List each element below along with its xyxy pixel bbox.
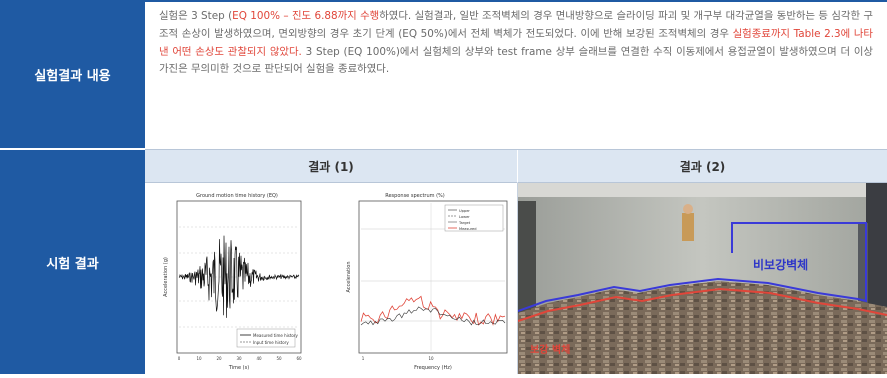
legend-lower: Lower — [459, 215, 470, 219]
time-history-tick: 10 — [196, 356, 202, 361]
column-header-result-1: 결과 (1) — [145, 150, 518, 183]
legend-input: Input time history — [253, 340, 289, 345]
spectrum-tick-1: 1 — [362, 356, 365, 361]
unreinforced-wall-label: 비보강벽체 — [753, 257, 808, 272]
description-part-1: EQ 100% – 진도 6.88까지 수행 — [232, 10, 380, 22]
time-history-signal — [178, 235, 300, 318]
legend-target: Target — [458, 221, 471, 225]
time-history-chart: Ground motion time history (EQ) Accelera… — [163, 193, 302, 371]
spectrum-ylabel: Acceleration — [346, 261, 352, 292]
collapsed-wall-outline — [518, 287, 887, 322]
spectrum-measured-line — [360, 295, 506, 326]
legend-measured-spectrum: Measured — [459, 227, 477, 231]
time-history-legend — [236, 328, 296, 348]
spectrum-legend — [444, 204, 504, 232]
legend-measured: Measured time history — [253, 333, 299, 338]
intact-wall-outline — [518, 222, 867, 312]
result-1-figure: Ground motion time history (EQ) Accelera… — [145, 183, 518, 374]
column-header-result-2: 결과 (2) — [518, 150, 887, 183]
time-history-title: Ground motion time history (EQ) — [196, 193, 278, 199]
legend-upper: Upper — [459, 209, 470, 213]
time-history-tick: 60 — [296, 356, 302, 361]
response-spectrum-chart: Response spectrum (%) Upper Lower Target… — [346, 193, 508, 371]
description-part-3: 실험종료까지 Table 2.3에 나타낸 어떤 손상도 관찰되지 않았다. — [159, 27, 873, 58]
description-part-4: 3 Step (EQ 100%)에서 실험체의 상부와 test frame 상… — [159, 45, 873, 76]
time-history-tick: 40 — [256, 356, 262, 361]
row-label-test-results: 시험 결과 — [0, 150, 145, 374]
spectrum-xlabel: Frequency (Hz) — [414, 365, 452, 371]
time-history-tick: 0 — [178, 356, 181, 361]
spectrum-tick-10: 10 — [428, 356, 434, 361]
reinforced-wall-label: 보강 벽체 — [530, 343, 570, 356]
description-part-0: 실험은 3 Step ( — [159, 10, 233, 22]
spectrum-title: Response spectrum (%) — [385, 193, 445, 199]
results-description: 실험은 3 Step (EQ 100% – 진도 6.88까지 수행하였다. 실… — [145, 0, 887, 150]
row-label-results-content: 실험결과 내용 — [0, 0, 145, 150]
result-2-photo: 비보강벽체 보강 벽체 — [518, 183, 887, 374]
spectrum-target-line — [360, 306, 506, 326]
rubble-pile — [518, 281, 887, 374]
description-part-2: 하였다. 실험결과, 일반 조적벽체의 경우 면내방향으로 슬라이딩 파괴 및 … — [159, 10, 873, 40]
time-history-tick: 50 — [276, 356, 282, 361]
time-history-tick: 20 — [216, 356, 222, 361]
time-history-tick: 30 — [236, 356, 242, 361]
time-history-xlabel: Time (s) — [228, 365, 249, 371]
time-history-ylabel: Acceleration (g) — [163, 257, 169, 297]
